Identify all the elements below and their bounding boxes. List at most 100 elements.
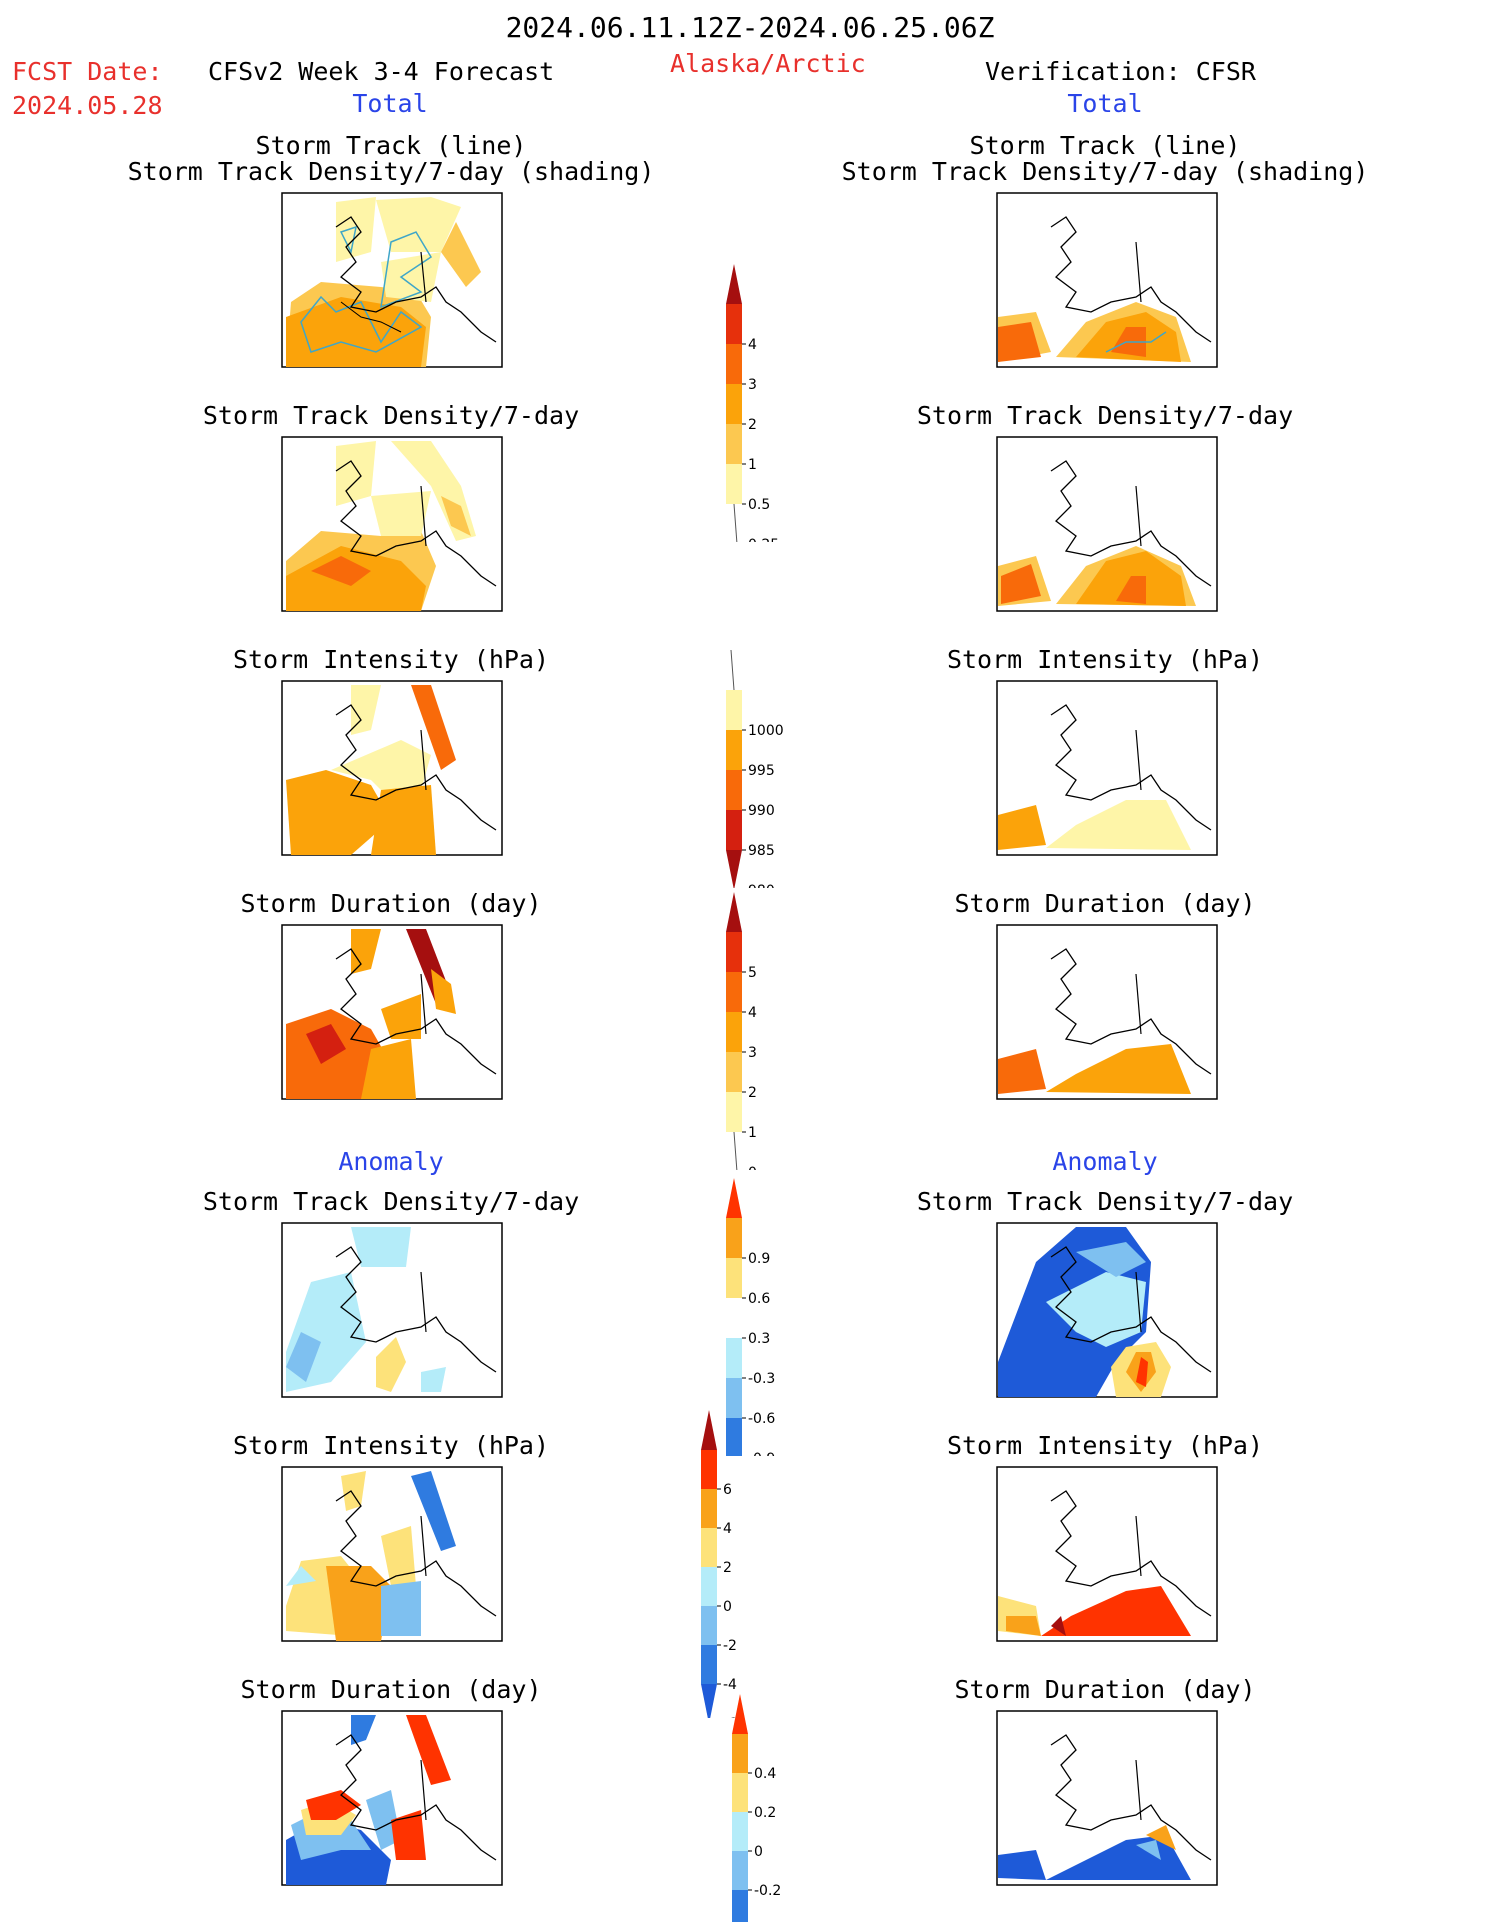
colorbar-segment: [726, 1258, 742, 1298]
colorbar-segment: [732, 1851, 748, 1890]
colorbar-label: 1: [748, 1125, 757, 1141]
colorbar-label: -0.2: [754, 1883, 781, 1899]
title-intensity-left: Storm Intensity (hPa): [232, 645, 550, 674]
colorbar-segment: [726, 690, 742, 730]
colorbar-density-anomaly: 0.9 0.6 0.3 -0.3 -0.6 -0.9: [726, 1178, 775, 1456]
map-density-anomaly-forecast: [281, 1222, 503, 1398]
title-density-left: Storm Track Density/7-day: [202, 401, 580, 430]
colorbar-segment: [726, 932, 742, 972]
colorbar-label: 0: [748, 1165, 757, 1170]
colorbar-segment: [726, 464, 742, 504]
colorbar-label: 0.9: [748, 1251, 770, 1267]
colorbar-arrow-top: [726, 892, 742, 932]
colorbar-arrow-top: [732, 1694, 748, 1734]
map-intensity-forecast: [281, 680, 503, 856]
colorbar-segment: [726, 1418, 742, 1456]
map-duration-forecast: [281, 924, 503, 1100]
colorbar-segment: [726, 972, 742, 1012]
anomaly-label-right: Anomaly: [1052, 1147, 1158, 1176]
colorbar-segment: [726, 1012, 742, 1052]
map-density-anomaly-verification: [996, 1222, 1218, 1398]
map-intensity-anomaly-forecast: [281, 1466, 503, 1642]
title-duration-anom-left: Storm Duration (day): [240, 1675, 542, 1704]
colorbar-segment: [701, 1606, 717, 1645]
colorbar-label: 0.5: [748, 497, 770, 513]
colorbar-segment: [701, 1489, 717, 1528]
colorbar-tail-bottom: [733, 503, 738, 542]
colorbar-label: 1: [748, 457, 757, 473]
colorbar-segment: [726, 344, 742, 384]
colorbar-label: 0.4: [754, 1766, 776, 1782]
colorbar-segment: [732, 1734, 748, 1773]
colorbar-label: 0: [723, 1599, 732, 1615]
left-section-label: Total: [352, 89, 428, 118]
colorbar-segment: [701, 1450, 717, 1489]
colorbar-segment: [701, 1645, 717, 1684]
title-track-line-left: Storm Track (line): [255, 131, 527, 160]
colorbar-segment: [701, 1528, 717, 1567]
colorbar-segment: [726, 1052, 742, 1092]
map-intensity-anomaly-verification: [996, 1466, 1218, 1642]
colorbar-label: 985: [748, 843, 775, 859]
title-intensity-right: Storm Intensity (hPa): [946, 645, 1264, 674]
anomaly-label-left: Anomaly: [338, 1147, 444, 1176]
colorbar-label: 4: [723, 1521, 732, 1537]
colorbar-label: -0.9: [748, 1451, 775, 1456]
region-title: Alaska/Arctic: [670, 49, 866, 78]
colorbar-arrow-bottom: [701, 1684, 717, 1718]
title-track-shading-left: Storm Track Density/7-day (shading): [127, 157, 655, 186]
colorbar-segment: [726, 1298, 742, 1338]
colorbar-label: 0.2: [754, 1805, 776, 1821]
colorbar-arrow-top: [726, 1178, 742, 1218]
colorbar-label: -6: [723, 1716, 737, 1718]
map-duration-anomaly-verification: [996, 1710, 1218, 1886]
colorbar-segment: [726, 304, 742, 344]
colorbar-label: 0.6: [748, 1291, 770, 1307]
colorbar-label: 2: [748, 1085, 757, 1101]
fcst-date-label: FCST Date:: [12, 57, 163, 86]
colorbar-segment: [726, 1092, 742, 1132]
colorbar-density-total: 4 3 2 1 0.5 0.25: [726, 264, 779, 542]
map-track-verification: [996, 192, 1218, 368]
title-track-line-right: Storm Track (line): [969, 131, 1241, 160]
title-duration-left: Storm Duration (day): [240, 889, 542, 918]
verification-title: Verification: CFSR: [985, 57, 1256, 86]
colorbar-segment: [726, 810, 742, 850]
colorbar-segment: [726, 1218, 742, 1258]
colorbar-label: 2: [723, 1560, 732, 1576]
title-intensity-anom-right: Storm Intensity (hPa): [946, 1431, 1264, 1460]
colorbar-label: 0: [754, 1844, 763, 1860]
model-title: CFSv2 Week 3-4 Forecast: [208, 57, 555, 86]
colorbar-label: 980: [748, 883, 775, 888]
title-duration-right: Storm Duration (day): [954, 889, 1256, 918]
colorbar-segment: [726, 384, 742, 424]
colorbar-label: -2: [723, 1638, 737, 1654]
colorbar-arrow-top: [701, 1410, 717, 1450]
colorbar-segment: [726, 424, 742, 464]
colorbar-segment: [726, 1338, 742, 1378]
title-density-anom-left: Storm Track Density/7-day: [202, 1187, 580, 1216]
colorbar-label: -4: [723, 1677, 737, 1693]
colorbar-segment: [726, 730, 742, 770]
colorbar-label: 4: [748, 1005, 757, 1021]
colorbar-label: 0.3: [748, 1331, 770, 1347]
colorbar-label: -0.6: [748, 1411, 775, 1427]
colorbar-label: 0.25: [748, 537, 779, 542]
colorbar-segment: [732, 1812, 748, 1851]
colorbar-segment: [701, 1567, 717, 1606]
colorbar-segment: [732, 1890, 748, 1922]
colorbar-segment: [732, 1773, 748, 1812]
colorbar-label: 4: [748, 337, 757, 353]
right-section-label: Total: [1067, 89, 1143, 118]
fcst-date-value: 2024.05.28: [12, 91, 163, 120]
colorbar-label: 990: [748, 803, 775, 819]
colorbar-arrow-top: [726, 264, 742, 304]
colorbar-intensity-anomaly: 6 4 2 0 -2 -4 -6: [701, 1410, 737, 1718]
colorbar-duration-total: 5 4 3 2 1 0: [726, 892, 757, 1170]
map-density-verification: [996, 436, 1218, 612]
colorbar-tail-top: [730, 649, 735, 691]
map-intensity-verification: [996, 680, 1218, 856]
colorbar-duration-anomaly: 0.40.20-0.2-0.4: [732, 1694, 781, 1922]
colorbar-segment: [726, 1378, 742, 1418]
colorbar-tail-bottom: [733, 1131, 738, 1170]
